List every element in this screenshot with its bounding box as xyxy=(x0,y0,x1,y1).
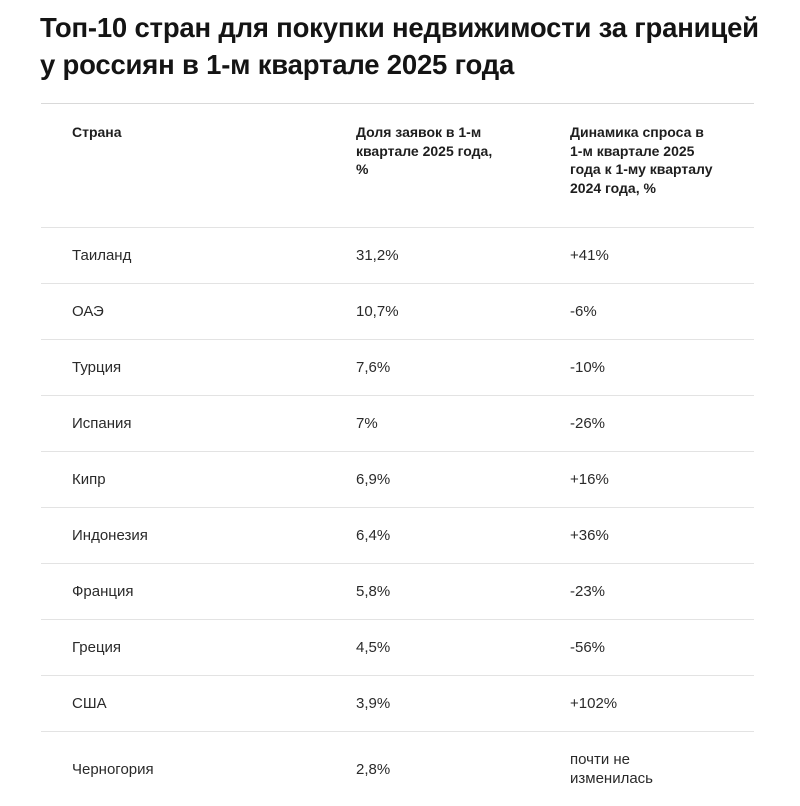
table-row: Франция 5,8% -23% xyxy=(41,564,754,620)
cell-country: США xyxy=(72,695,107,712)
cell-country: Индонезия xyxy=(72,527,148,544)
cell-share: 6,9% xyxy=(356,471,391,488)
header-share: Доля заявок в 1-м квартале 2025 года, % xyxy=(356,124,493,177)
cell-share: 4,5% xyxy=(356,639,391,656)
table-row: Черногория 2,8% почти не изменилась xyxy=(41,732,754,806)
cell-country: Таиланд xyxy=(72,247,132,264)
cell-share: 31,2% xyxy=(356,247,399,264)
cell-dynamics: -23% xyxy=(570,583,606,600)
header-dynamics: Динамика спроса в 1-м квартале 2025 года… xyxy=(570,124,713,196)
cell-dynamics: почти не изменилась xyxy=(570,750,754,788)
cell-dynamics: -26% xyxy=(570,415,606,432)
table-row: ОАЭ 10,7% -6% xyxy=(41,284,754,340)
table-row: Кипр 6,9% +16% xyxy=(41,452,754,508)
cell-country: Греция xyxy=(72,639,122,656)
cell-share: 10,7% xyxy=(356,303,399,320)
cell-country: Кипр xyxy=(72,471,106,488)
cell-dynamics: -10% xyxy=(570,359,606,376)
cell-dynamics: +41% xyxy=(570,247,609,264)
cell-dynamics: -56% xyxy=(570,639,606,656)
header-country: Страна xyxy=(72,124,122,140)
cell-country: Черногория xyxy=(72,760,154,778)
table-row: Испания 7% -26% xyxy=(41,396,754,452)
countries-table: Страна Доля заявок в 1-м квартале 2025 г… xyxy=(41,103,754,806)
table-row: Индонезия 6,4% +36% xyxy=(41,508,754,564)
cell-dynamics-text: почти не изменилась xyxy=(570,751,653,787)
table-row: США 3,9% +102% xyxy=(41,676,754,732)
cell-share: 3,9% xyxy=(356,695,391,712)
cell-country: Турция xyxy=(72,359,122,376)
cell-country: Испания xyxy=(72,415,132,432)
cell-share: 7,6% xyxy=(356,359,391,376)
cell-share: 6,4% xyxy=(356,527,391,544)
cell-country: ОАЭ xyxy=(72,303,104,320)
page-title: Топ-10 стран для покупки недвижимости за… xyxy=(40,12,759,80)
table-row: Греция 4,5% -56% xyxy=(41,620,754,676)
cell-share: 5,8% xyxy=(356,583,391,600)
table-header-row: Страна Доля заявок в 1-м квартале 2025 г… xyxy=(41,104,754,228)
table-top-divider xyxy=(41,103,754,104)
table-row: Турция 7,6% -10% xyxy=(41,340,754,396)
cell-share: 7% xyxy=(356,415,378,432)
cell-country: Франция xyxy=(72,583,134,600)
cell-dynamics: +102% xyxy=(570,695,618,712)
cell-share: 2,8% xyxy=(356,760,391,778)
table-row: Таиланд 31,2% +41% xyxy=(41,228,754,284)
cell-dynamics: -6% xyxy=(570,303,597,320)
cell-dynamics: +36% xyxy=(570,527,609,544)
cell-dynamics: +16% xyxy=(570,471,609,488)
